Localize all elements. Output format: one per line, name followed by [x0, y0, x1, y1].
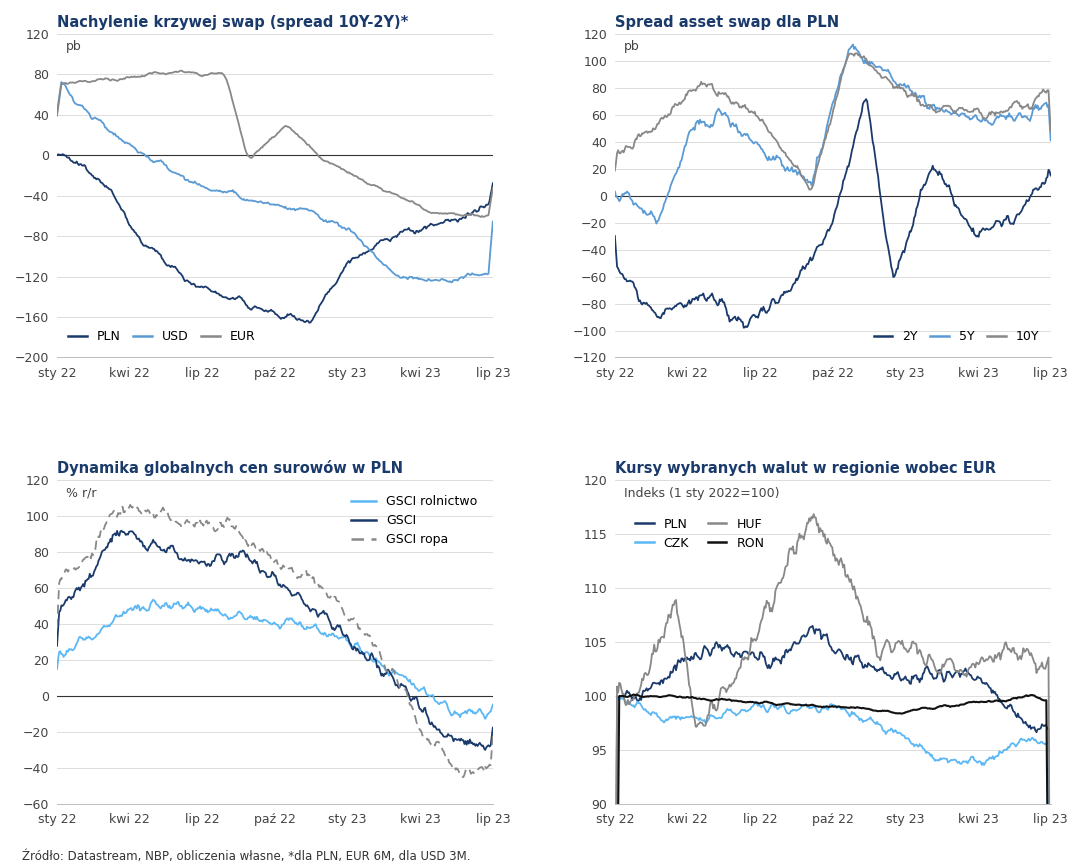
Text: pb: pb [624, 41, 639, 54]
Legend: PLN, CZK, HUF, RON: PLN, CZK, HUF, RON [630, 512, 769, 555]
Text: pb: pb [66, 41, 81, 54]
Text: Indeks (1 sty 2022=100): Indeks (1 sty 2022=100) [624, 487, 779, 500]
Text: Dynamika globalnych cen surowów w PLN: Dynamika globalnych cen surowów w PLN [57, 460, 403, 477]
Legend: 2Y, 5Y, 10Y: 2Y, 5Y, 10Y [869, 325, 1044, 348]
Text: Nachylenie krzywej swap (spread 10Y-2Y)*: Nachylenie krzywej swap (spread 10Y-2Y)* [57, 15, 408, 30]
Text: % r/r: % r/r [66, 487, 96, 500]
Text: Źródło: Datastream, NBP, obliczenia własne, *dla PLN, EUR 6M, dla USD 3M.: Źródło: Datastream, NBP, obliczenia włas… [22, 850, 470, 863]
Text: Spread asset swap dla PLN: Spread asset swap dla PLN [615, 15, 839, 30]
Legend: GSCI rolnictwo, GSCI, GSCI ropa: GSCI rolnictwo, GSCI, GSCI ropa [345, 490, 482, 551]
Text: Kursy wybranych walut w regionie wobec EUR: Kursy wybranych walut w regionie wobec E… [615, 461, 996, 477]
Legend: PLN, USD, EUR: PLN, USD, EUR [63, 325, 261, 348]
